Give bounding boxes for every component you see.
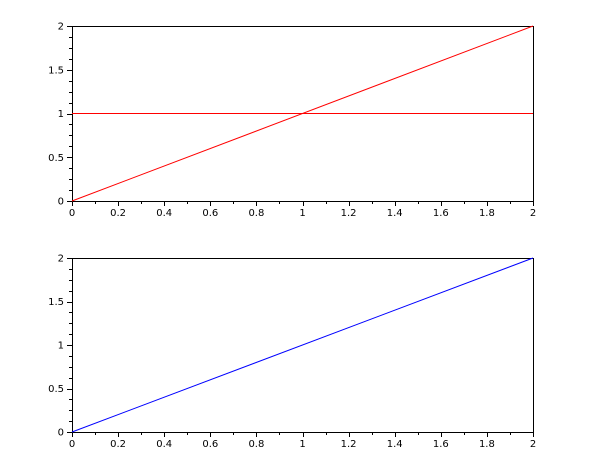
x-axis-tick-label: 1.4 [387, 208, 403, 219]
subplot-bottom: 0 0.2 0.4 0.6 0.8 1 1.2 1.4 1.6 1.8 2 0 0.5 1 1.5 2 [48, 254, 536, 451]
x-axis-tick-label: 1.2 [341, 439, 357, 450]
x-axis-tick-label: 1.6 [433, 439, 449, 450]
x-axis-tick-label: 0.2 [110, 208, 126, 219]
y-axis-tick-label: 0 [58, 428, 64, 439]
plot-border [72, 258, 534, 433]
subplot-top: 0 0.2 0.4 0.6 0.8 1 1.2 1.4 1.6 1.8 2 0 0.5 1 1.5 2 [48, 22, 536, 220]
x-axis-tick-label: 0 [69, 208, 75, 219]
y-axis-tick-label: 1 [58, 109, 64, 120]
top-tick-labels: 0 0.2 0.4 0.6 0.8 1 1.2 1.4 1.6 1.8 2 0 0.5 1 1.5 2 [48, 22, 536, 220]
x-axis-tick-label: 1 [299, 439, 305, 450]
series-diagonal-line [71, 257, 534, 433]
y-axis-tick-label: 0 [58, 197, 64, 208]
x-axis-tick-label: 0.4 [156, 208, 172, 219]
x-axis-tick-label: 2 [530, 439, 536, 450]
y-axis-tick-label: 1.5 [48, 297, 64, 308]
bottom-axes [67, 258, 534, 437]
y-axis-tick-label: 2 [58, 22, 64, 33]
x-axis-tick-label: 0.4 [156, 439, 172, 450]
x-axis-tick-label: 0.2 [110, 439, 126, 450]
x-axis-tick-label: 0.8 [248, 439, 264, 450]
x-axis-tick-label: 1.6 [433, 208, 449, 219]
x-axis-tick-label: 1 [299, 208, 305, 219]
x-axis-tick-label: 1.8 [479, 439, 495, 450]
x-axis-tick-label: 2 [530, 208, 536, 219]
y-axis-tick-label: 1.5 [48, 65, 64, 76]
x-axis-tick-label: 0.6 [202, 208, 218, 219]
x-axis-tick-label: 0.8 [248, 208, 264, 219]
y-axis-tick-label: 1 [58, 341, 64, 352]
y-axis-tick-label: 0.5 [48, 384, 64, 395]
x-axis-tick-label: 0.6 [202, 439, 218, 450]
x-axis-tick-label: 1.4 [387, 439, 403, 450]
x-axis-tick-label: 1.8 [479, 208, 495, 219]
x-axis-tick-label: 0 [69, 439, 75, 450]
x-axis-tick-label: 1.2 [341, 208, 357, 219]
bottom-tick-labels: 0 0.2 0.4 0.6 0.8 1 1.2 1.4 1.6 1.8 2 0 0.5 1 1.5 2 [48, 254, 536, 451]
top-axes [67, 26, 534, 206]
y-axis-tick-label: 0.5 [48, 153, 64, 164]
y-axis-tick-label: 2 [58, 254, 64, 265]
